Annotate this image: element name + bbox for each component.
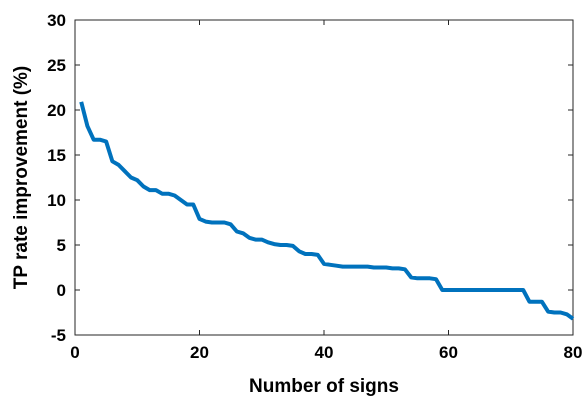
x-axis-ticks: 0 20 40 60 80 <box>70 20 582 362</box>
y-tick-label: 30 <box>47 11 66 30</box>
x-tick-label: 60 <box>439 343 458 362</box>
x-tick-label: 80 <box>564 343 583 362</box>
y-tick-label: 20 <box>47 101 66 120</box>
y-tick-label: 25 <box>47 56 66 75</box>
x-tick-label: 20 <box>190 343 209 362</box>
series-layer <box>79 101 575 321</box>
y-axis-ticks: -5 0 5 10 15 20 25 30 <box>47 11 573 345</box>
y-tick-label: 10 <box>47 191 66 210</box>
y-tick-label: 15 <box>47 146 66 165</box>
plot-frame <box>74 19 574 336</box>
y-tick-label: -5 <box>51 326 66 345</box>
x-tick-label: 0 <box>70 343 79 362</box>
x-axis-label: Number of signs <box>249 376 399 397</box>
x-tick-label: 40 <box>315 343 334 362</box>
series-line-1 <box>79 101 575 321</box>
y-tick-label: 5 <box>57 236 66 255</box>
y-axis-label: TP rate improvement (%) <box>11 66 32 289</box>
axes-box <box>74 19 574 336</box>
y-tick-label: 0 <box>57 281 66 300</box>
